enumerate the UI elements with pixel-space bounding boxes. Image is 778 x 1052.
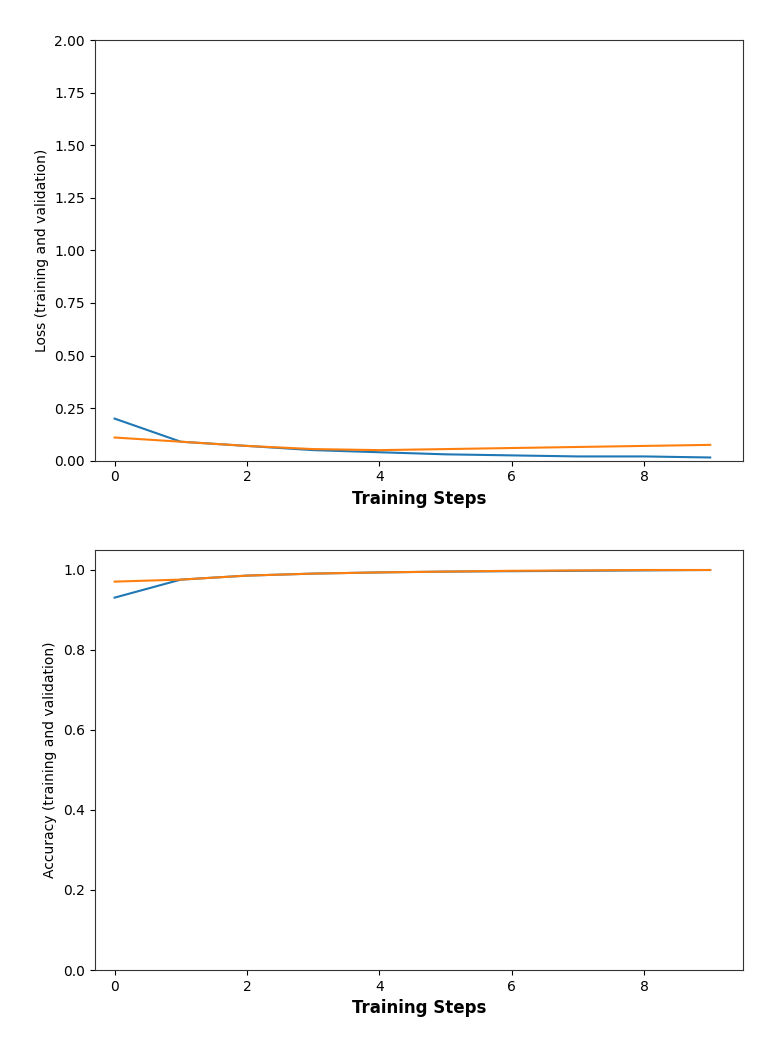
X-axis label: Training Steps: Training Steps <box>352 490 486 508</box>
Y-axis label: Accuracy (training and validation): Accuracy (training and validation) <box>44 642 58 878</box>
X-axis label: Training Steps: Training Steps <box>352 999 486 1017</box>
Y-axis label: Loss (training and validation): Loss (training and validation) <box>35 148 49 352</box>
